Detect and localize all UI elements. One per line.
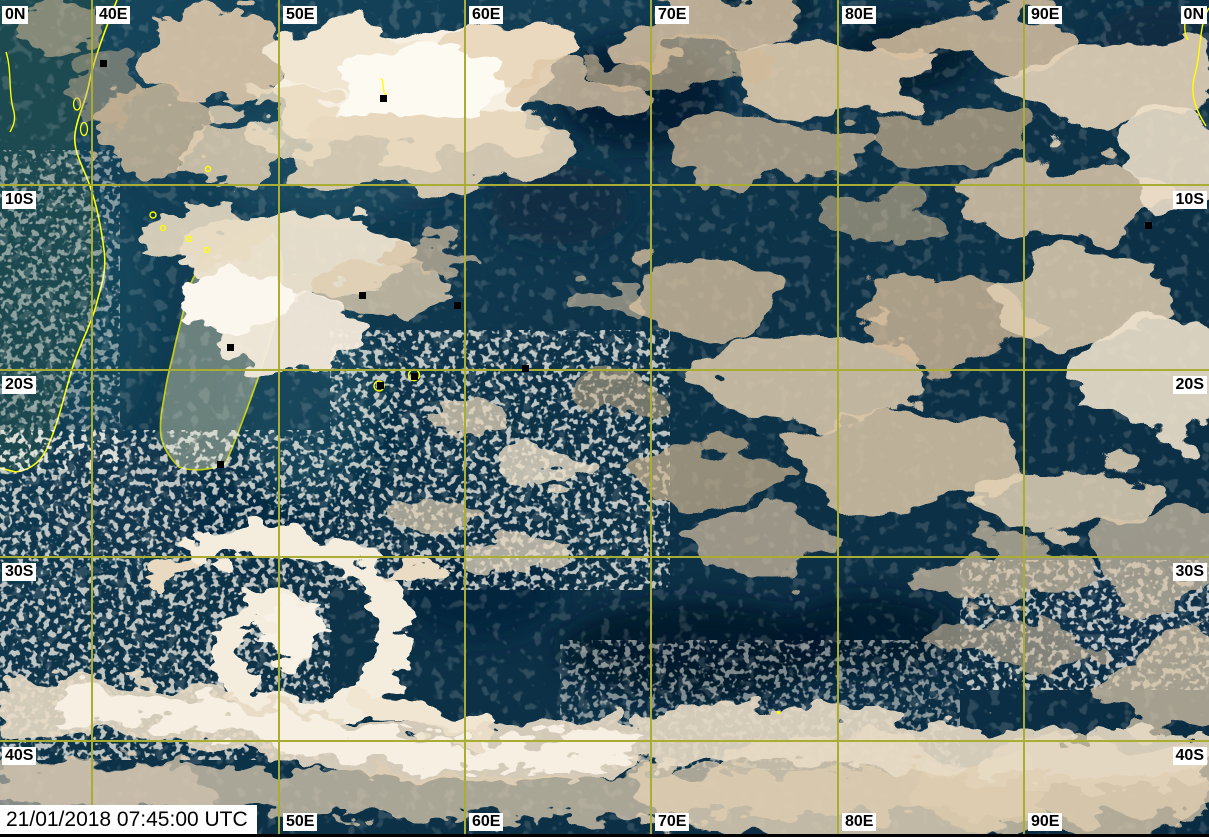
longitude-label-bottom: 60E [469,813,504,831]
island-marker [377,382,384,389]
comoros-island-outline [149,211,157,219]
longitude-label-top: 70E [655,6,690,24]
sumatra-coastline [1192,7,1209,127]
longitude-label-top: 50E [283,6,318,24]
meridian-line [278,0,280,837]
latitude-label-right: 20S [1172,376,1207,394]
latitude-label-right: 40S [1172,747,1207,765]
latitude-label-left: 10S [2,191,37,209]
longitude-label-top: 80E [842,6,877,24]
mayotte-island-outline [203,246,211,254]
meridian-line [91,0,93,837]
island-marker [217,461,224,468]
latitude-label-left: 30S [2,563,37,581]
longitude-label-bottom: 70E [655,813,690,831]
meridian-line [837,0,839,837]
latitude-label-left: 40S [2,747,37,765]
island-marker [411,373,418,380]
island-marker [359,292,366,299]
equator-label-right: 0N [1180,6,1207,24]
timestamp-label: 21/01/2018 07:45:00 UTC [0,805,257,834]
longitude-label-bottom: 80E [842,813,877,831]
meridian-line [464,0,466,837]
comoros-island-outline [159,224,167,232]
reunion-island-outline [373,380,385,392]
equator-label-left: 0N [2,6,29,24]
seychelles-outline [380,77,387,96]
longitude-label-bottom: 90E [1028,813,1063,831]
longitude-label-top: 90E [1028,6,1063,24]
longitude-label-top: 60E [469,6,504,24]
latitude-label-right: 10S [1172,191,1207,209]
island-marker [380,95,387,102]
island-marker [227,344,234,351]
island-marker [522,365,529,372]
aldabra-island-outline [204,165,212,173]
meridian-line [650,0,652,837]
island-marker [100,60,107,67]
island-marker [1145,222,1152,229]
bottom-border [0,834,1209,837]
meridian-line [1023,0,1025,837]
parallel-line [0,369,1209,371]
amsterdam-island-dot [777,711,780,714]
island-marker [454,302,461,309]
parallel-line [0,184,1209,186]
parallel-line [0,740,1209,742]
comoros-island-outline [185,235,193,243]
latitude-label-left: 20S [2,376,37,394]
parallel-line [0,556,1209,558]
longitude-label-top: 40E [96,6,131,24]
latitude-label-right: 30S [1172,563,1207,581]
longitude-label-bottom: 50E [283,813,318,831]
